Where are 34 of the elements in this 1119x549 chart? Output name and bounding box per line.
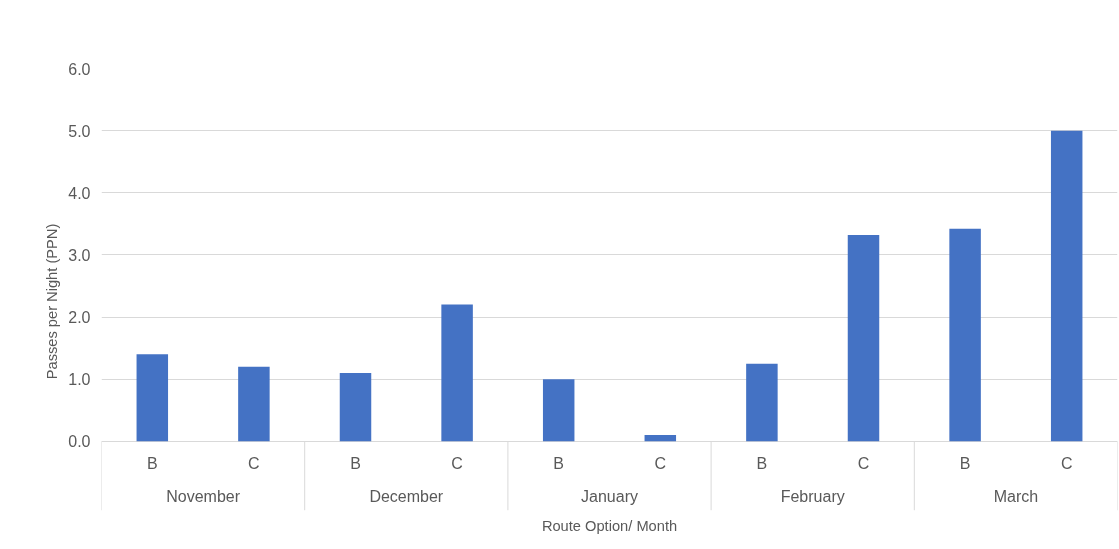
x-tick-label: C	[248, 454, 260, 472]
y-tick-label: 4.0	[68, 184, 91, 202]
bar	[949, 228, 981, 442]
bar	[339, 372, 372, 442]
bar	[136, 354, 169, 442]
y-tick-label: 3.0	[68, 246, 91, 264]
y-tick-label: 1.0	[68, 371, 91, 389]
text: February	[780, 487, 845, 505]
x-tick-label: C	[857, 454, 870, 472]
text: January	[581, 487, 638, 505]
bar	[1050, 130, 1083, 442]
x-axis-title: Route Option/ Month	[541, 518, 678, 535]
x-tick-label: C	[654, 454, 667, 472]
bar	[542, 379, 575, 442]
x-tick-label: B	[959, 454, 971, 472]
x-tick-label: B	[553, 454, 565, 472]
text: December	[369, 487, 444, 505]
y-tick-label: 2.0	[68, 309, 91, 327]
bar	[644, 435, 677, 442]
y-tick-label: 0.0	[68, 433, 91, 451]
text: March	[993, 487, 1039, 505]
bar	[238, 366, 270, 442]
x-tick-label: C	[1060, 454, 1073, 472]
text: November	[166, 487, 241, 505]
y-tick-label: 6.0	[68, 60, 91, 78]
x-tick-label: B	[146, 454, 158, 472]
y-axis-title: Passes per Night (PPN)	[44, 223, 61, 380]
x-tick-label: B	[350, 454, 361, 472]
x-tick-label: C	[451, 454, 463, 472]
bar	[746, 363, 778, 442]
bar	[441, 304, 473, 442]
y-tick-label: 5.0	[68, 122, 91, 140]
x-tick-label: B	[756, 454, 768, 472]
bar	[847, 235, 880, 442]
